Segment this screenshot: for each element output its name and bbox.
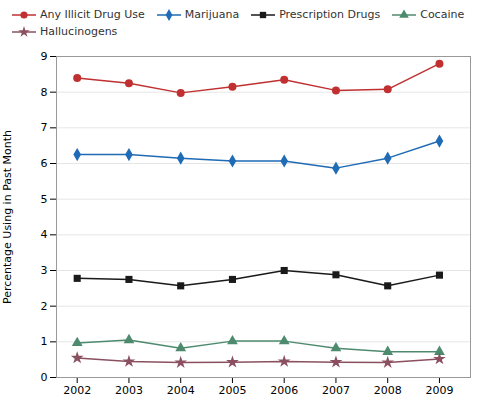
svg-text:5: 5	[41, 193, 48, 206]
svg-text:2005: 2005	[218, 384, 246, 397]
svg-text:2: 2	[41, 300, 48, 313]
svg-text:2002: 2002	[63, 384, 91, 397]
svg-text:6: 6	[41, 157, 48, 170]
svg-text:2007: 2007	[322, 384, 350, 397]
svg-text:2006: 2006	[270, 384, 298, 397]
svg-text:2009: 2009	[425, 384, 453, 397]
html-text:Marijuana: Marijuana	[184, 8, 240, 21]
svg-text:1: 1	[41, 335, 48, 348]
svg-text:Percentage Using in Past Month: Percentage Using in Past Month	[1, 130, 14, 304]
svg-text:9: 9	[41, 50, 48, 63]
html-text:Any Illicit Drug Use: Any Illicit Drug Use	[40, 8, 145, 21]
html-text:Prescription Drugs: Prescription Drugs	[279, 8, 381, 21]
svg-text:2003: 2003	[115, 384, 143, 397]
html-text:Cocaine: Cocaine	[420, 8, 465, 21]
svg-text:4: 4	[41, 228, 48, 241]
svg-text:7: 7	[41, 121, 48, 134]
svg-text:2008: 2008	[374, 384, 402, 397]
html-text:Hallucinogens: Hallucinogens	[40, 25, 118, 38]
svg-text:2004: 2004	[167, 384, 195, 397]
svg-text:8: 8	[41, 86, 48, 99]
svg-text:3: 3	[41, 264, 48, 277]
svg-text:0: 0	[41, 371, 48, 384]
